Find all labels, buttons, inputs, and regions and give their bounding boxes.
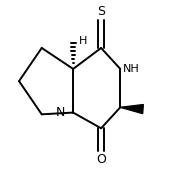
Text: O: O xyxy=(96,153,106,166)
Text: H: H xyxy=(78,36,87,46)
Text: N: N xyxy=(56,106,65,119)
Text: NH: NH xyxy=(123,64,140,74)
Polygon shape xyxy=(120,104,143,114)
Text: S: S xyxy=(97,5,105,18)
